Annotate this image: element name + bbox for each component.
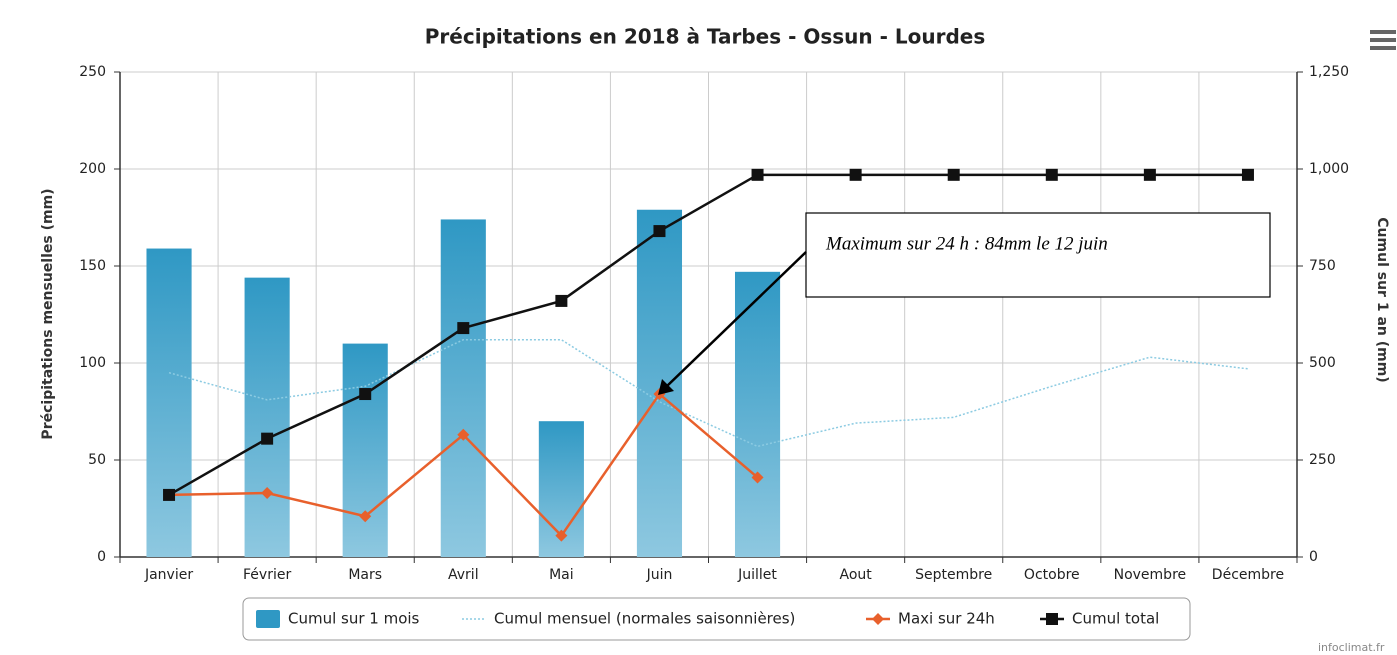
legend: Cumul sur 1 mois Cumul mensuel (normales … <box>256 610 1159 628</box>
annotation: Maximum sur 24 h : 84mm le 12 juin <box>825 233 1108 254</box>
grid <box>114 71 1303 563</box>
y-axis-title: Précipitations mensuelles (mm) <box>40 188 56 439</box>
point <box>1241 168 1254 181</box>
point <box>751 168 764 181</box>
point <box>163 488 176 501</box>
point <box>457 322 470 335</box>
x-tick-label: Octobre <box>1024 567 1080 583</box>
bar <box>244 277 290 557</box>
point <box>261 486 274 499</box>
legend-label: Maxi sur 24h <box>898 610 995 628</box>
point <box>751 471 764 484</box>
annotation-box <box>805 212 1271 298</box>
legend-label: Cumul total <box>1072 610 1159 628</box>
x-tick-label: Juillet <box>737 567 777 583</box>
annotation-arrow <box>665 251 807 388</box>
y-tick-label: 250 <box>79 64 106 80</box>
y-tick-label: 0 <box>97 549 106 565</box>
point <box>849 168 862 181</box>
point <box>653 225 666 238</box>
x-tick-label: Aout <box>839 567 872 583</box>
y-tick-label: 100 <box>79 355 106 371</box>
x-tick-label: Novembre <box>1114 567 1187 583</box>
line <box>168 338 1249 448</box>
point <box>947 168 960 181</box>
x-tick-label: Mai <box>549 567 574 583</box>
x-tick-label: Avril <box>448 567 479 583</box>
x-tick-label: Septembre <box>915 567 992 583</box>
point <box>261 432 274 445</box>
y-tick-label: 50 <box>88 452 106 468</box>
line <box>168 173 1248 497</box>
bar <box>146 248 192 558</box>
bar <box>734 271 781 557</box>
y-tick-label: 200 <box>79 161 106 177</box>
point <box>359 388 372 401</box>
point <box>555 529 568 542</box>
point <box>555 294 568 307</box>
point <box>1045 168 1058 181</box>
y-tick-label: 150 <box>79 258 106 274</box>
legend-box <box>242 597 1191 641</box>
y2-tick-label: 1,250 <box>1309 64 1349 80</box>
x-tick-label: Décembre <box>1212 567 1284 583</box>
x-tick-label: Janvier <box>144 567 193 583</box>
chart-title: Précipitations en 2018 à Tarbes - Ossun … <box>425 25 985 49</box>
x-tick-label: Février <box>243 567 291 583</box>
y2-tick-label: 0 <box>1309 549 1318 565</box>
x-tick-label: Mars <box>348 567 382 583</box>
credit: infoclimat.fr <box>1318 641 1385 654</box>
menu-icon[interactable] <box>1370 30 1396 50</box>
legend-label: Cumul mensuel (normales saisonnières) <box>494 610 795 628</box>
legend-swatch <box>256 610 280 628</box>
point <box>1143 168 1156 181</box>
x-tick-label: Juin <box>646 567 673 583</box>
legend-label: Cumul sur 1 mois <box>288 610 420 628</box>
arrow-head <box>658 379 674 395</box>
marks <box>146 168 1254 558</box>
point <box>457 428 470 441</box>
point <box>1046 613 1058 625</box>
y2-tick-label: 250 <box>1309 452 1336 468</box>
bar <box>342 343 388 557</box>
y2-axis-title: Cumul sur 1 an (mm) <box>1374 217 1390 382</box>
y2-tick-label: 500 <box>1309 355 1336 371</box>
y2-tick-label: 1,000 <box>1309 161 1349 177</box>
bar <box>440 219 486 557</box>
point <box>359 510 372 523</box>
bar <box>636 209 683 558</box>
point <box>872 613 884 625</box>
y2-tick-label: 750 <box>1309 258 1336 274</box>
